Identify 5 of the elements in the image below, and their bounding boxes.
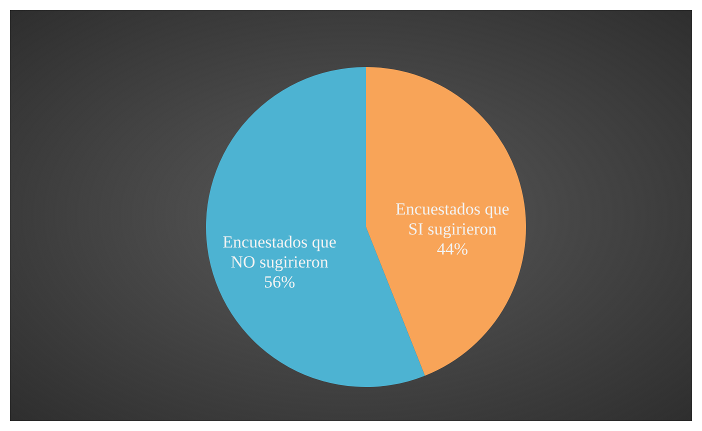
slice-label: Encuestados que SI sugirieron <box>396 199 510 238</box>
data-label: 44% <box>436 239 468 258</box>
pie-slice <box>366 67 526 376</box>
data-label: 56% <box>264 272 296 292</box>
slice-label: Encuestados que NO sugirieron <box>222 232 336 272</box>
